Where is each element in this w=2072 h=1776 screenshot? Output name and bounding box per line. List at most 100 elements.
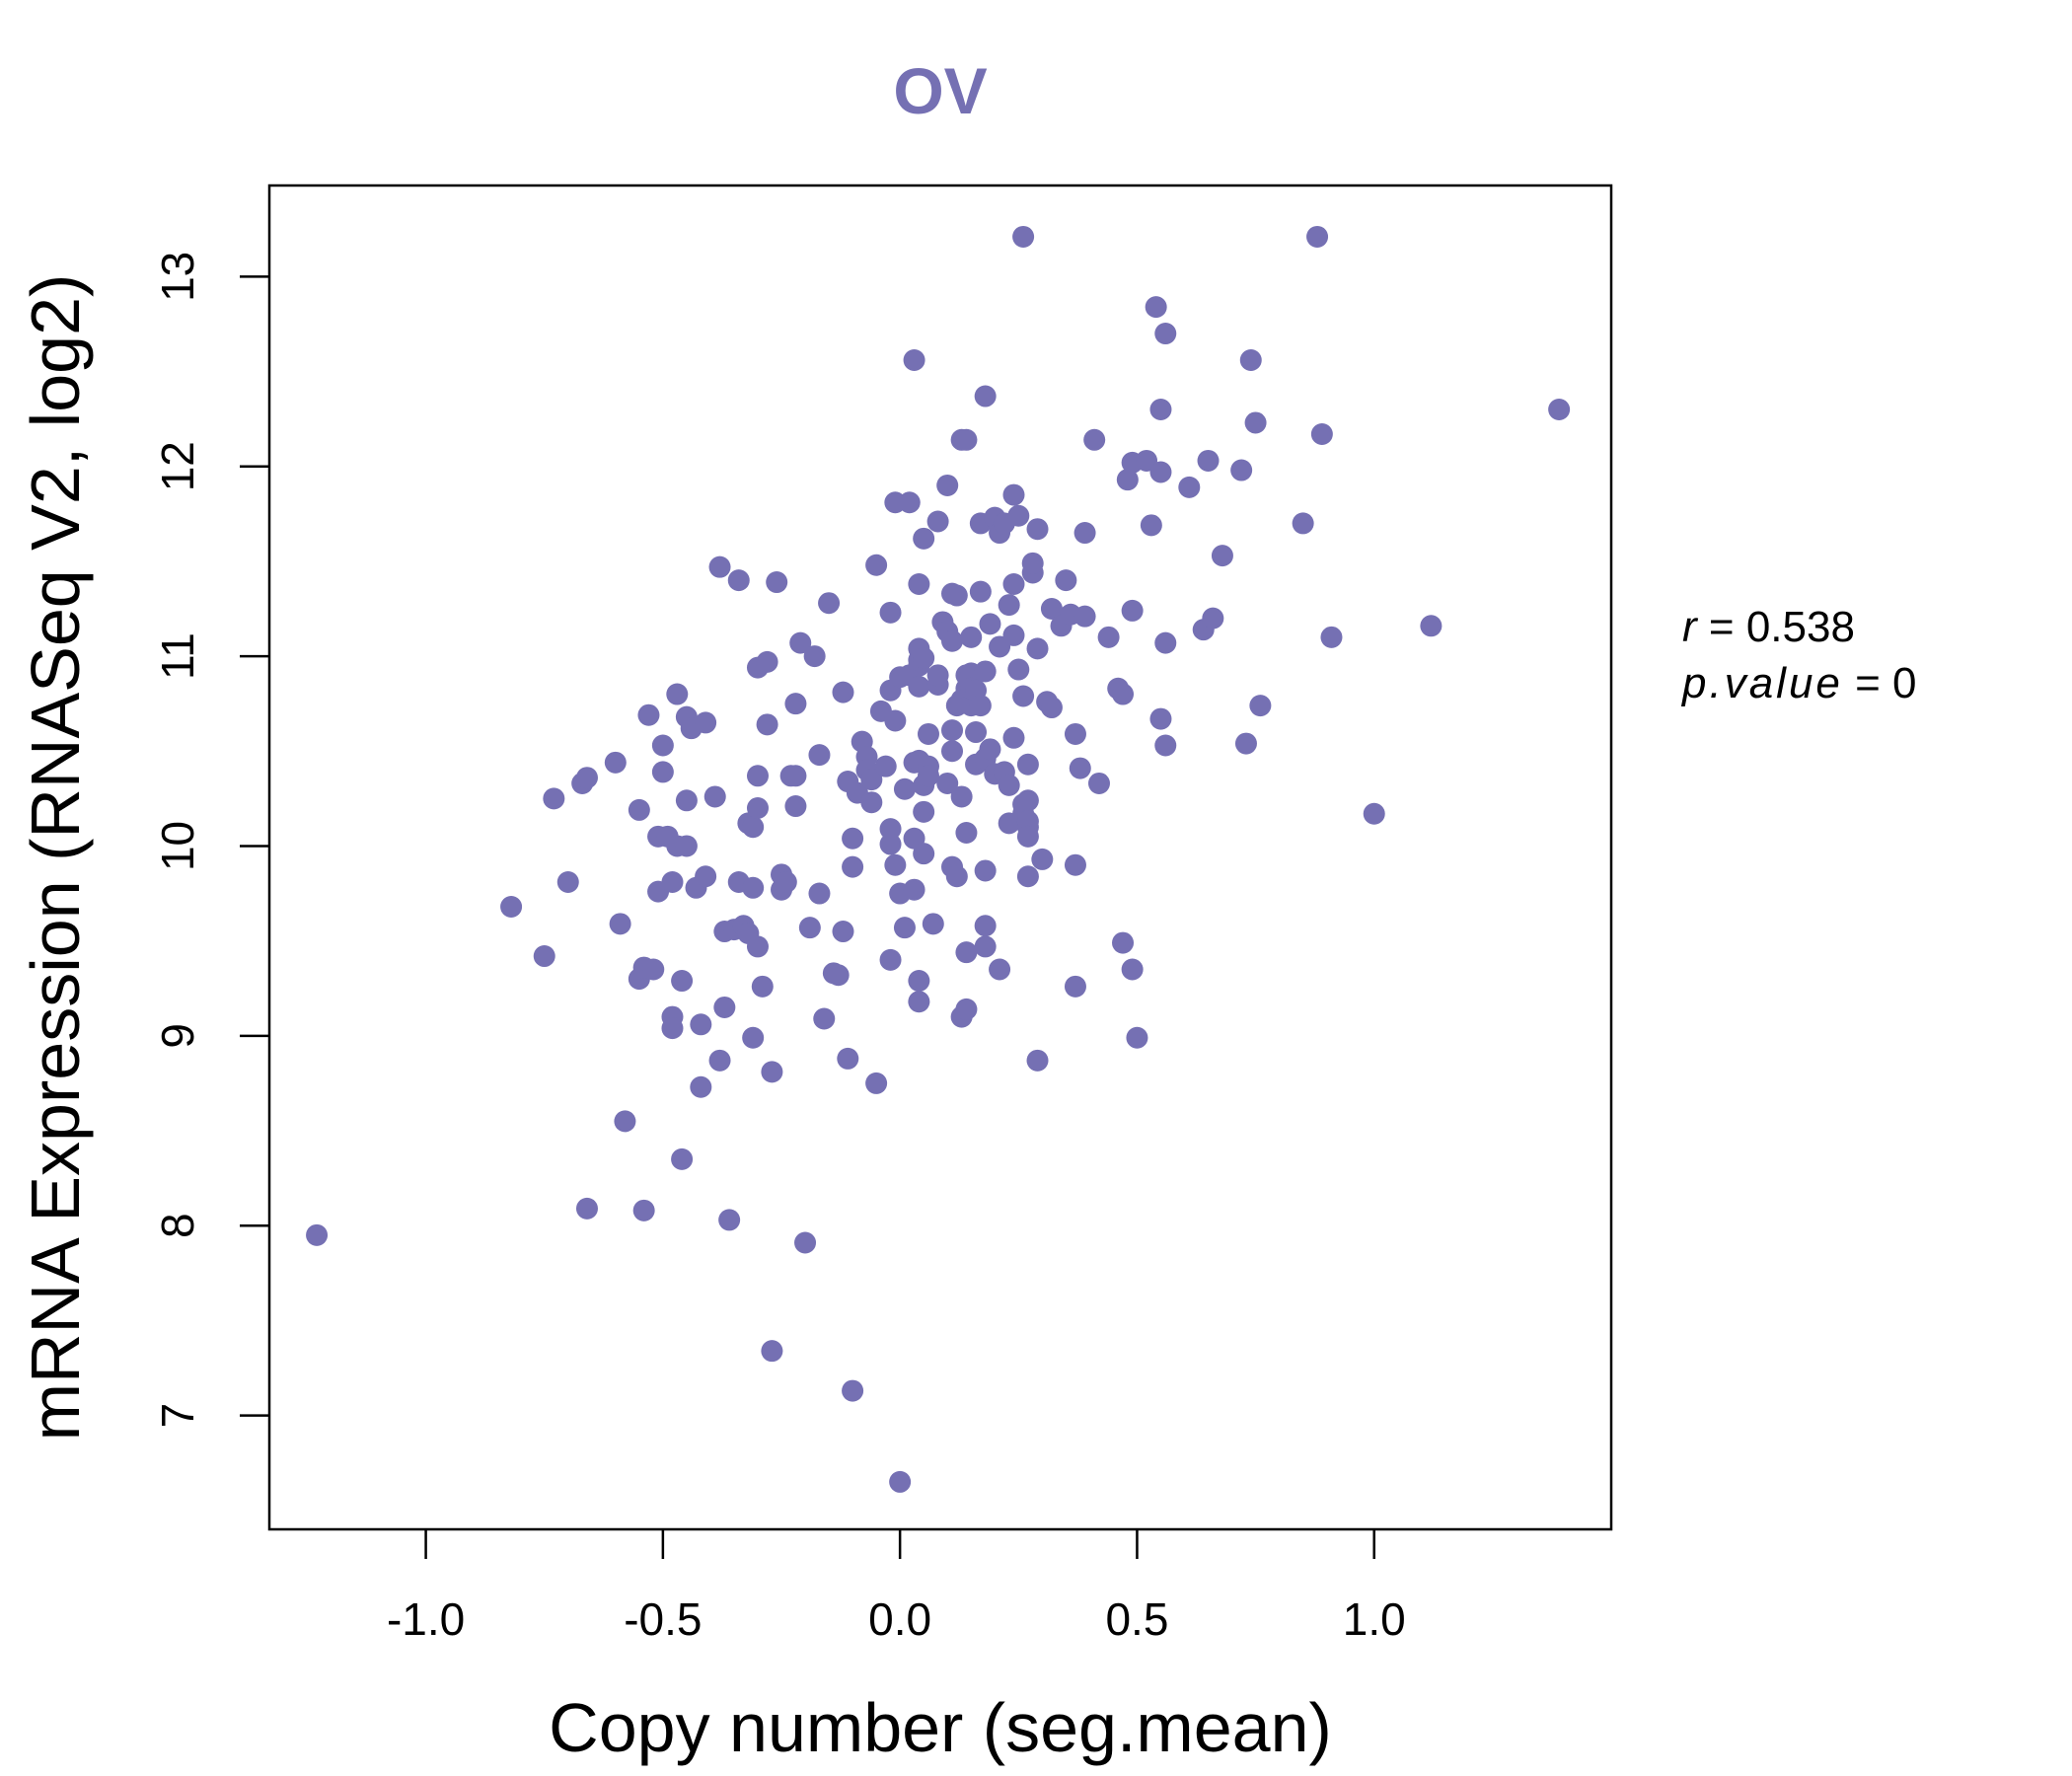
data-point <box>1211 545 1233 567</box>
data-point <box>955 428 978 451</box>
y-tick-label: 8 <box>152 1213 203 1238</box>
data-point <box>1097 626 1120 648</box>
data-point <box>965 721 988 744</box>
data-point <box>1064 853 1086 876</box>
data-point <box>936 772 959 794</box>
data-point <box>998 594 1020 617</box>
data-point <box>818 592 841 615</box>
data-point <box>1121 958 1144 981</box>
data-point <box>1064 722 1086 745</box>
data-point <box>1202 607 1224 629</box>
data-point <box>575 1197 598 1220</box>
data-point <box>651 734 674 757</box>
p-equals: = <box>1855 659 1892 707</box>
plot-area-frame <box>267 184 1613 1531</box>
data-point <box>903 348 925 371</box>
data-point <box>1116 469 1139 491</box>
data-point <box>746 765 769 787</box>
data-point <box>628 798 650 821</box>
data-point <box>884 709 907 732</box>
data-point <box>879 601 902 624</box>
data-point <box>950 785 973 808</box>
data-point <box>1073 605 1096 628</box>
data-point <box>917 722 939 745</box>
data-point <box>908 970 930 993</box>
data-point <box>1040 597 1063 620</box>
data-point <box>842 1379 864 1402</box>
data-point <box>533 945 555 968</box>
data-point <box>969 580 992 603</box>
data-point <box>1002 483 1025 506</box>
data-point <box>979 738 1001 761</box>
data-point <box>960 626 983 648</box>
data-point <box>1083 428 1106 451</box>
data-point <box>1149 707 1172 730</box>
data-point <box>893 917 916 939</box>
data-point <box>1073 522 1096 545</box>
data-points <box>306 225 1571 1493</box>
data-point <box>306 1223 329 1246</box>
data-point <box>1002 624 1025 646</box>
data-point <box>794 1231 817 1254</box>
data-point <box>784 693 807 715</box>
data-point <box>671 1147 694 1170</box>
correlation-annotation: r = 0.538 p.value = 0 <box>1680 603 1917 707</box>
data-point <box>913 800 935 823</box>
x-tick-label: 0.5 <box>1105 1593 1168 1645</box>
data-point <box>913 647 935 670</box>
data-point <box>1021 552 1044 574</box>
data-point <box>1026 518 1049 541</box>
data-point <box>879 818 902 841</box>
data-point <box>703 785 726 808</box>
data-point <box>1055 569 1077 592</box>
data-point <box>860 769 883 791</box>
data-point <box>955 998 978 1020</box>
data-point <box>908 991 930 1013</box>
data-point <box>926 510 949 533</box>
data-point <box>879 948 902 971</box>
x-tick-label: -0.5 <box>624 1593 702 1645</box>
data-point <box>1040 697 1063 719</box>
data-point <box>974 935 997 958</box>
data-point <box>1126 1026 1148 1049</box>
data-point <box>1002 726 1025 749</box>
data-point <box>690 1075 712 1098</box>
data-point <box>989 958 1011 981</box>
data-point <box>1087 772 1110 794</box>
x-tick-label: 1.0 <box>1343 1593 1406 1645</box>
data-point <box>1230 459 1253 481</box>
data-point <box>675 789 698 812</box>
data-point <box>974 915 997 937</box>
data-point <box>1121 599 1144 622</box>
data-point <box>941 629 964 652</box>
data-point <box>766 571 788 594</box>
data-point <box>1154 734 1177 757</box>
data-point <box>1016 865 1039 888</box>
data-point <box>742 1026 765 1049</box>
data-point <box>837 1047 859 1070</box>
data-point <box>543 787 565 810</box>
data-point <box>832 681 854 703</box>
data-point <box>1420 615 1443 637</box>
data-point <box>1178 476 1201 498</box>
data-point <box>908 572 930 595</box>
data-point <box>889 1470 912 1493</box>
data-point <box>1197 449 1220 472</box>
data-point <box>713 996 736 1018</box>
data-point <box>614 1110 636 1133</box>
data-point <box>955 821 978 844</box>
data-point <box>1002 572 1025 595</box>
data-point <box>874 755 897 777</box>
data-point <box>969 695 992 717</box>
data-point <box>1310 423 1333 446</box>
data-point <box>784 765 807 787</box>
data-point <box>1145 296 1167 319</box>
data-point <box>718 1209 741 1231</box>
data-point <box>913 527 935 550</box>
data-point <box>808 882 831 905</box>
data-point <box>751 975 774 998</box>
data-point <box>879 833 902 855</box>
data-point <box>775 871 797 894</box>
data-point <box>556 871 579 894</box>
data-point <box>827 964 850 987</box>
